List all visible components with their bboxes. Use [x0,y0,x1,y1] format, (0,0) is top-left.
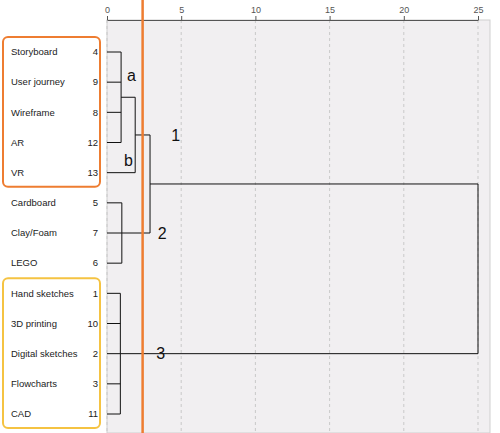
annotation: b [124,152,133,169]
leaf-number: 1 [93,288,98,299]
leaf-number: 2 [93,348,98,359]
branch [107,383,120,384]
cut-line-top [141,0,144,20]
branch [107,82,121,83]
leaf-number: 4 [93,46,98,57]
plot-background [107,20,490,433]
branch [107,172,135,173]
leaf-name: AR [11,137,24,148]
cluster-label: 3 [156,345,165,362]
leaf-name: CAD [11,408,31,419]
branch [107,233,122,234]
merge-line [150,135,151,233]
branch [107,112,121,113]
branch [107,293,120,294]
merge-line [478,184,479,354]
leaf-number: 5 [93,197,98,208]
grid-line [181,20,182,433]
leaf-name: Wireframe [11,107,55,118]
tick-label: 10 [251,5,261,15]
tick-mark [330,16,331,20]
tick-mark [107,16,108,20]
merge-line [120,293,121,414]
leaf-number: 3 [93,378,98,389]
annotations: a 1 2 3 b [124,67,180,362]
x-axis: 0 5 10 15 20 25 [105,5,484,21]
leaf-name: Cardboard [11,197,56,208]
leaf-number: 6 [93,257,98,268]
axis-line [108,20,479,21]
branch [107,263,122,264]
leaf-name: VR [11,167,24,178]
branch [107,353,120,354]
leaf-name: Storyboard [11,46,57,57]
leaf-number: 13 [87,167,98,178]
branch [120,353,478,354]
tick: 5 [179,5,184,20]
grid-line [478,20,479,433]
leaf-name: 3D printing [11,318,57,329]
leaf-name: Hand sketches [11,288,74,299]
branch [107,52,121,53]
leaf-name: Digital sketches [11,348,78,359]
leaf-number: 9 [93,76,98,87]
cluster-label: 2 [158,225,167,242]
leaf-name: Clay/Foam [11,227,57,238]
branch [107,414,120,415]
leaf-name: LEGO [11,257,37,268]
leaf-number: 8 [93,107,98,118]
dendrogram [107,20,478,433]
grid-line [329,20,330,433]
cluster-box [3,37,100,187]
tick: 0 [105,5,110,20]
annotation: a [127,67,136,84]
leaf-labels: Storyboard4User journey9Wireframe8AR12VR… [11,46,98,419]
leaf-number: 12 [87,137,98,148]
leaf-number: 10 [87,318,98,329]
tick-mark [255,16,256,20]
grid-line [255,20,256,433]
tick: 10 [251,5,261,20]
cluster-label: 1 [171,127,180,144]
tick-mark [181,16,182,20]
branch [122,233,150,234]
tick: 20 [399,5,409,20]
branch [107,323,120,324]
tick-label: 20 [399,5,409,15]
leaf-name: Flowcharts [11,378,57,389]
branch [107,142,121,143]
leaf-name: User journey [11,76,65,87]
cluster-box [3,278,100,428]
cut-line [141,20,144,433]
grid [107,20,478,433]
branch [121,97,135,98]
merge-line [121,52,122,143]
merge-line [121,203,122,263]
tick-label: 0 [105,5,110,15]
branch [150,183,478,184]
tick-mark [478,16,479,20]
tick-label: 15 [325,5,335,15]
tick-label: 5 [179,5,184,15]
chart: 0510152025Storyboard4User journey9Wirefr… [0,0,500,433]
grid-line [403,20,404,433]
leaf-number: 11 [88,408,98,419]
tick-label: 25 [473,5,483,15]
merge-line [135,97,136,172]
leaf-number: 7 [93,227,98,238]
branch [107,202,122,203]
tick: 15 [325,5,335,20]
tick-mark [404,16,405,20]
tick: 25 [473,5,483,20]
